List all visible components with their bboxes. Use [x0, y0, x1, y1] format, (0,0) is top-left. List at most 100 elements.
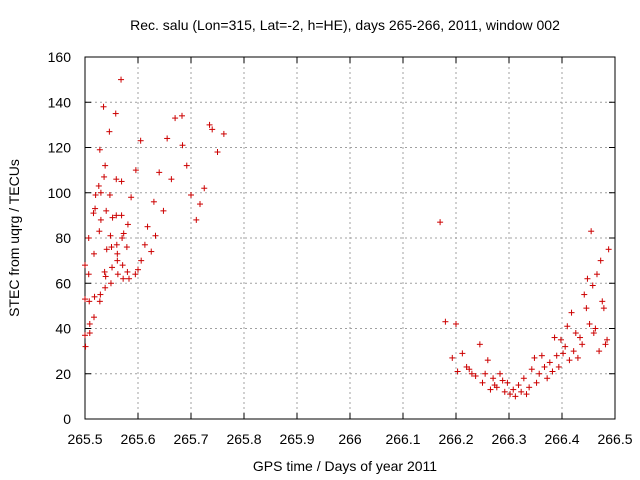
- x-tick-label: 265.5: [67, 431, 102, 447]
- data-point: [544, 375, 551, 382]
- data-point: [583, 305, 590, 312]
- data-point: [82, 262, 88, 269]
- data-point: [501, 388, 508, 395]
- data-point: [188, 192, 194, 199]
- data-point: [95, 182, 102, 189]
- data-point: [206, 121, 213, 128]
- data-point: [132, 167, 139, 174]
- data-point: [499, 377, 506, 384]
- data-point: [119, 262, 126, 269]
- data-point: [600, 305, 607, 312]
- data-point: [168, 176, 175, 183]
- data-point: [579, 341, 586, 348]
- data-point: [118, 178, 125, 185]
- data-point: [178, 112, 185, 119]
- data-point: [102, 273, 109, 280]
- data-point: [106, 128, 113, 135]
- data-point: [103, 246, 110, 253]
- data-point: [97, 216, 104, 223]
- y-tick-label: 120: [48, 140, 72, 156]
- data-point: [82, 332, 88, 339]
- data-point: [605, 246, 612, 253]
- data-point: [592, 325, 599, 332]
- data-point: [101, 173, 108, 180]
- data-point: [123, 244, 130, 251]
- data-point: [566, 357, 573, 364]
- data-point: [468, 370, 475, 377]
- data-point: [437, 219, 444, 226]
- y-tick-label: 60: [55, 275, 71, 291]
- y-axis-tick-labels: 0 20 40 60 80 100 120 140 160: [48, 49, 72, 427]
- data-point: [487, 386, 494, 393]
- data-point: [92, 192, 99, 199]
- data-point: [179, 142, 186, 149]
- y-tick-label: 40: [55, 321, 71, 337]
- y-tick-label: 80: [55, 230, 71, 246]
- data-point: [581, 291, 588, 298]
- data-point: [132, 271, 139, 278]
- data-point: [113, 241, 120, 248]
- data-point: [102, 162, 109, 169]
- grid: [85, 57, 615, 419]
- data-point: [570, 348, 577, 355]
- data-point: [144, 223, 151, 230]
- data-point: [496, 370, 503, 377]
- y-tick-label: 100: [48, 185, 72, 201]
- data-point: [91, 314, 98, 321]
- data-point: [96, 298, 103, 305]
- data-point: [577, 334, 584, 341]
- data-point: [546, 359, 553, 366]
- data-point: [160, 207, 167, 214]
- data-point: [90, 210, 97, 217]
- data-point: [197, 201, 204, 208]
- data-point: [528, 366, 535, 373]
- data-points: [82, 76, 612, 400]
- data-point: [124, 268, 131, 275]
- data-point: [86, 298, 93, 305]
- data-point: [114, 257, 121, 264]
- axis-ticks: [84, 56, 616, 420]
- data-point: [507, 391, 514, 398]
- data-point: [454, 368, 461, 375]
- x-tick-label: 265.9: [279, 431, 314, 447]
- data-point: [108, 244, 115, 251]
- data-point: [82, 296, 88, 303]
- data-point: [459, 350, 466, 357]
- data-point: [107, 280, 114, 287]
- data-point: [128, 194, 135, 201]
- data-point: [172, 115, 179, 122]
- data-point: [479, 379, 486, 386]
- data-point: [97, 291, 104, 298]
- data-point: [590, 330, 597, 337]
- data-point: [538, 352, 545, 359]
- data-point: [156, 169, 163, 176]
- data-point: [512, 393, 519, 400]
- data-point: [560, 350, 567, 357]
- data-point: [504, 379, 511, 386]
- x-tick-label: 265.7: [173, 431, 208, 447]
- data-point: [97, 189, 104, 196]
- data-point: [490, 375, 497, 382]
- data-point: [442, 318, 449, 325]
- x-tick-label: 265.8: [226, 431, 261, 447]
- data-point: [120, 230, 127, 237]
- data-point: [209, 126, 216, 133]
- data-point: [493, 384, 500, 391]
- x-tick-label: 266.4: [544, 431, 579, 447]
- data-point: [555, 363, 562, 370]
- y-tick-label: 140: [48, 94, 72, 110]
- x-tick-label: 266: [338, 431, 362, 447]
- data-point: [604, 336, 611, 343]
- data-point: [588, 228, 595, 235]
- data-point: [572, 330, 579, 337]
- data-point: [141, 241, 148, 248]
- data-point: [113, 176, 120, 183]
- data-point: [557, 336, 564, 343]
- data-point: [526, 384, 533, 391]
- data-point: [549, 368, 556, 375]
- data-point: [107, 232, 114, 239]
- data-point: [472, 373, 479, 380]
- data-point: [100, 103, 107, 110]
- data-point: [118, 76, 125, 83]
- x-axis-tick-labels: 265.5 265.6 265.7 265.8 265.9 266 266.1 266.2 26…: [67, 431, 632, 447]
